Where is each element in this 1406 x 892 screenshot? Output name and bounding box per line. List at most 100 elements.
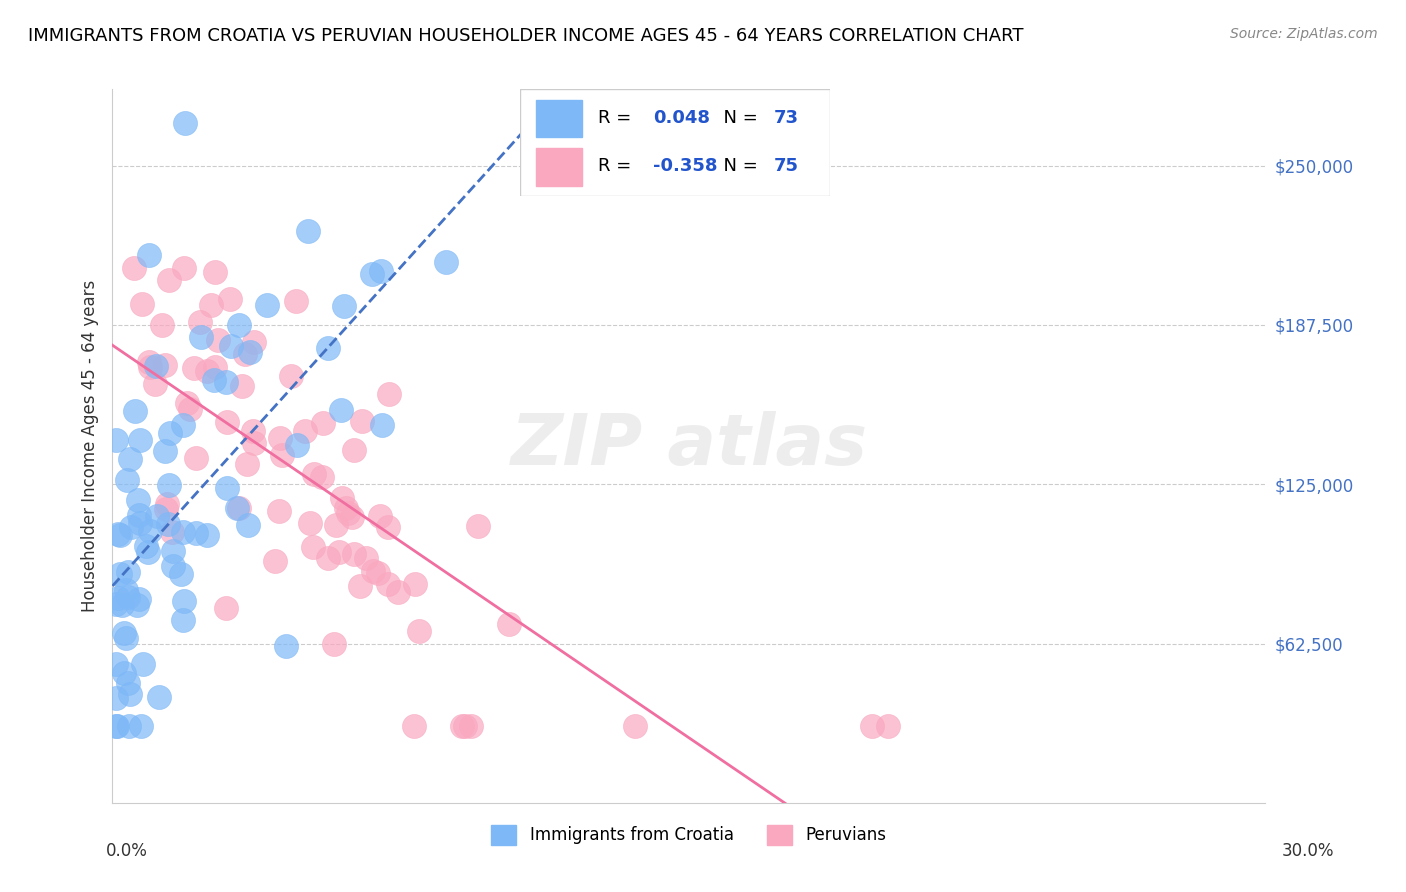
Point bbox=[378, 386, 401, 401]
Point bbox=[356, 551, 378, 566]
Point bbox=[139, 360, 162, 375]
Point bbox=[138, 355, 160, 369]
Point bbox=[236, 457, 259, 471]
Point bbox=[112, 626, 135, 640]
Text: ZIP atlas: ZIP atlas bbox=[510, 411, 868, 481]
Point bbox=[219, 339, 242, 353]
Point bbox=[157, 478, 180, 492]
Point bbox=[138, 248, 160, 262]
Point bbox=[155, 501, 177, 516]
Point bbox=[162, 524, 184, 539]
Point bbox=[367, 566, 389, 580]
Y-axis label: Householder Income Ages 45 - 64 years: Householder Income Ages 45 - 64 years bbox=[80, 280, 98, 612]
Point bbox=[173, 593, 195, 607]
Text: N =: N = bbox=[711, 109, 763, 127]
Point bbox=[323, 637, 346, 651]
Point bbox=[120, 520, 142, 534]
Point bbox=[128, 508, 150, 522]
Point bbox=[156, 516, 179, 531]
Text: 0.0%: 0.0% bbox=[105, 842, 148, 860]
Point bbox=[451, 719, 474, 733]
Legend: Immigrants from Croatia, Peruvians: Immigrants from Croatia, Peruvians bbox=[485, 818, 893, 852]
Point bbox=[184, 451, 207, 466]
Point bbox=[387, 584, 409, 599]
Point bbox=[117, 676, 139, 690]
Point bbox=[498, 617, 520, 632]
Point bbox=[170, 567, 193, 582]
Point bbox=[215, 376, 238, 390]
Point bbox=[298, 516, 321, 530]
Point bbox=[200, 298, 222, 312]
Point bbox=[150, 318, 173, 332]
Point bbox=[370, 264, 392, 278]
Point bbox=[218, 292, 240, 306]
Point bbox=[195, 364, 218, 378]
Point bbox=[118, 719, 141, 733]
Point bbox=[349, 578, 371, 592]
Point bbox=[352, 414, 374, 428]
Point bbox=[124, 403, 146, 417]
Point bbox=[371, 417, 394, 432]
Point bbox=[623, 719, 645, 733]
Point bbox=[301, 540, 323, 554]
Point bbox=[204, 265, 226, 279]
Point bbox=[112, 666, 135, 681]
Point bbox=[876, 719, 898, 733]
Point bbox=[204, 360, 226, 375]
Point bbox=[343, 547, 366, 561]
Point bbox=[146, 508, 169, 523]
Point bbox=[316, 342, 339, 356]
Point bbox=[239, 345, 262, 359]
Point bbox=[328, 545, 350, 559]
Point bbox=[340, 510, 363, 524]
Point bbox=[105, 598, 128, 612]
Point bbox=[312, 416, 335, 430]
Point bbox=[105, 719, 128, 733]
Point bbox=[184, 525, 207, 540]
Point bbox=[377, 577, 399, 591]
Point bbox=[256, 298, 278, 312]
Point bbox=[174, 115, 197, 129]
Point bbox=[148, 690, 170, 704]
Point bbox=[162, 559, 184, 574]
Point bbox=[190, 330, 212, 344]
Point bbox=[862, 719, 884, 733]
Point bbox=[145, 359, 167, 373]
Text: N =: N = bbox=[711, 157, 763, 175]
Point bbox=[107, 527, 129, 541]
Point bbox=[110, 528, 132, 542]
Point bbox=[269, 431, 291, 445]
Point bbox=[129, 516, 152, 530]
Point bbox=[157, 272, 180, 286]
Point bbox=[311, 469, 333, 483]
Point bbox=[129, 434, 152, 448]
Point bbox=[217, 416, 239, 430]
Point bbox=[226, 501, 249, 516]
Point bbox=[467, 519, 489, 533]
Text: 30.0%: 30.0% bbox=[1281, 842, 1334, 860]
Point bbox=[153, 358, 176, 372]
Point bbox=[115, 473, 138, 487]
Point bbox=[217, 481, 239, 495]
Point bbox=[179, 401, 201, 416]
Text: 73: 73 bbox=[773, 109, 799, 127]
Point bbox=[434, 255, 457, 269]
Point bbox=[124, 260, 146, 275]
Point bbox=[325, 517, 347, 532]
Point bbox=[125, 598, 148, 612]
Point bbox=[285, 293, 308, 308]
Point bbox=[132, 657, 155, 671]
Point bbox=[108, 566, 131, 581]
Point bbox=[156, 497, 179, 511]
Point bbox=[159, 425, 181, 440]
Point bbox=[330, 402, 353, 417]
Point bbox=[136, 545, 159, 559]
Point bbox=[285, 438, 308, 452]
Point bbox=[231, 379, 253, 393]
Point bbox=[318, 551, 340, 566]
Text: 0.048: 0.048 bbox=[654, 109, 710, 127]
Point bbox=[139, 524, 162, 538]
Point bbox=[361, 565, 384, 579]
Text: 75: 75 bbox=[773, 157, 799, 175]
Point bbox=[118, 451, 141, 466]
